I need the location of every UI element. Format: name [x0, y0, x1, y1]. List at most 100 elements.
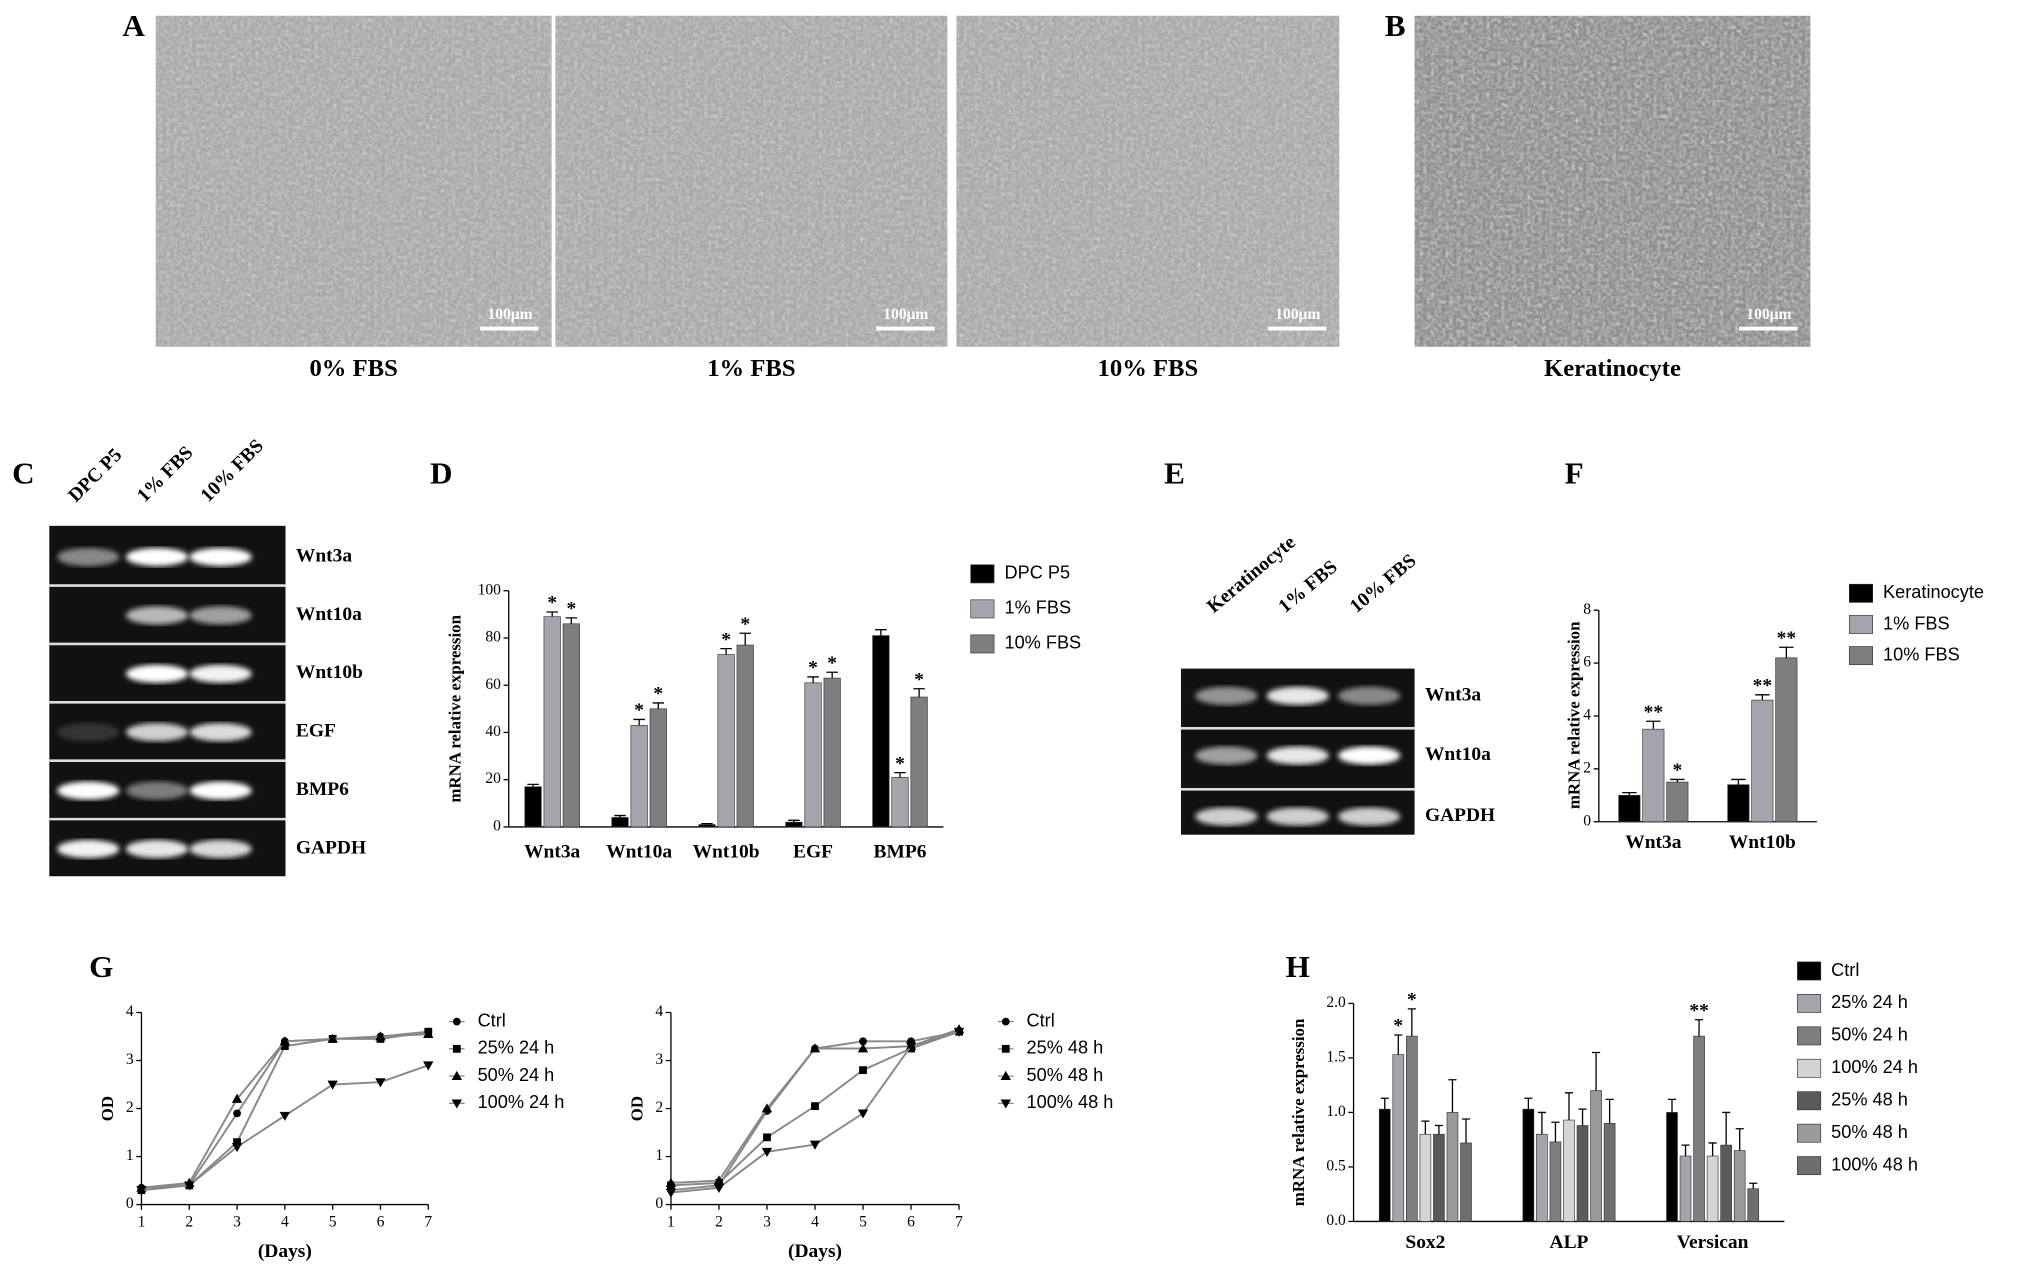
error-bar — [1551, 1121, 1560, 1142]
panel-label: C — [12, 456, 34, 491]
legend-label: 100% 24 h — [478, 1092, 565, 1112]
legend-marker — [452, 1017, 461, 1026]
significance-label: ** — [1644, 702, 1663, 723]
band-label: Wnt10a — [1425, 744, 1491, 765]
y-tick-label: 2 — [1583, 759, 1591, 776]
significance-label: * — [1407, 990, 1417, 1011]
marker — [713, 1175, 725, 1185]
bar — [543, 616, 561, 828]
legend-label: 50% 24 h — [1831, 1025, 1908, 1045]
marker — [279, 1036, 291, 1046]
bar — [823, 677, 841, 828]
error-bar — [788, 819, 800, 823]
x-tick-label: ALP — [1550, 1232, 1589, 1253]
bar — [1720, 1144, 1732, 1222]
marker — [280, 1042, 289, 1051]
bar — [1549, 1141, 1562, 1222]
error-bar — [1646, 720, 1661, 730]
bar — [1751, 699, 1774, 823]
y-tick-label: 2.0 — [1326, 994, 1346, 1011]
legend-label: 100% 48 h — [1831, 1154, 1918, 1174]
gel-band — [1195, 686, 1258, 705]
error-bar — [1578, 1108, 1587, 1126]
gel-band — [189, 723, 252, 742]
y-tick-label: 80 — [485, 629, 501, 646]
y-tick-label: 8 — [1583, 601, 1591, 618]
legend-label: Ctrl — [1831, 960, 1859, 980]
legend-marker — [452, 1044, 461, 1053]
gel-band — [189, 781, 252, 800]
bar — [1775, 657, 1798, 823]
y-axis-label: OD — [627, 1096, 646, 1121]
error-bar — [633, 718, 645, 726]
error-bar — [527, 783, 539, 787]
legend-swatch — [970, 564, 995, 584]
significance-label: * — [740, 614, 750, 635]
error-bar — [652, 702, 665, 709]
legend-label: 50% 48 h — [1027, 1065, 1104, 1085]
significance-label: * — [566, 599, 576, 620]
error-bar — [1421, 1120, 1430, 1135]
y-tick-label: 20 — [485, 770, 501, 787]
marker — [184, 1181, 195, 1191]
gel-band — [57, 781, 120, 800]
gel-band — [1337, 746, 1401, 765]
gel-band — [125, 839, 189, 859]
band-label: EGF — [296, 721, 336, 742]
bar — [1666, 781, 1689, 823]
marker — [231, 1093, 243, 1103]
y-axis-label: OD — [98, 1096, 117, 1121]
bar — [1733, 1150, 1746, 1222]
lane-label: 10% FBS — [1346, 550, 1420, 617]
bar — [1460, 1142, 1472, 1222]
error-bar — [1564, 1092, 1574, 1121]
bar — [649, 708, 667, 828]
micrograph-texture — [956, 15, 1340, 347]
bar — [1563, 1119, 1575, 1222]
lane-label: 10% FBS — [197, 436, 268, 507]
error-bar — [1670, 778, 1685, 783]
x-tick-label: Wnt3a — [524, 841, 580, 862]
gel-band — [125, 781, 189, 800]
significance-label: ** — [1753, 675, 1772, 696]
band-label: Wnt10b — [296, 662, 363, 683]
y-tick-label: 2 — [655, 1099, 663, 1116]
marker — [809, 1140, 821, 1150]
y-tick-label: 6 — [1583, 654, 1591, 671]
marker — [859, 1066, 867, 1075]
marker — [811, 1102, 819, 1111]
line — [670, 1030, 960, 1194]
error-bar — [1749, 1182, 1758, 1189]
marker — [857, 1109, 869, 1119]
significance-label: * — [1393, 1016, 1403, 1037]
y-tick-label: 100 — [478, 581, 502, 598]
bar — [1446, 1112, 1459, 1222]
legend-label: 25% 48 h — [1027, 1038, 1104, 1058]
line — [141, 1033, 429, 1189]
significance-label: * — [914, 669, 924, 690]
x-tick-label: Wnt10b — [1729, 832, 1796, 853]
marker — [761, 1147, 773, 1157]
scale-bar-label: 100μm — [1275, 306, 1320, 323]
error-bar — [1592, 1051, 1601, 1091]
bar — [717, 654, 735, 828]
bar — [562, 623, 580, 828]
y-tick-label: 3 — [655, 1051, 663, 1068]
gel-band — [1195, 746, 1258, 765]
bar — [785, 821, 803, 828]
marker — [763, 1133, 771, 1142]
legend-label: Ctrl — [478, 1010, 506, 1030]
marker — [761, 1103, 773, 1113]
legend-label: 10% FBS — [1883, 644, 1960, 664]
marker — [375, 1031, 386, 1041]
bar — [1618, 794, 1641, 823]
bar — [872, 635, 890, 828]
legend-label: 1% FBS — [1883, 613, 1950, 633]
x-tick-label: 4 — [281, 1213, 289, 1230]
significance-label: * — [721, 629, 731, 650]
bar — [630, 725, 648, 828]
legend-marker — [451, 1070, 463, 1080]
legend-marker — [451, 1099, 463, 1109]
y-tick-label: 0 — [655, 1195, 663, 1212]
